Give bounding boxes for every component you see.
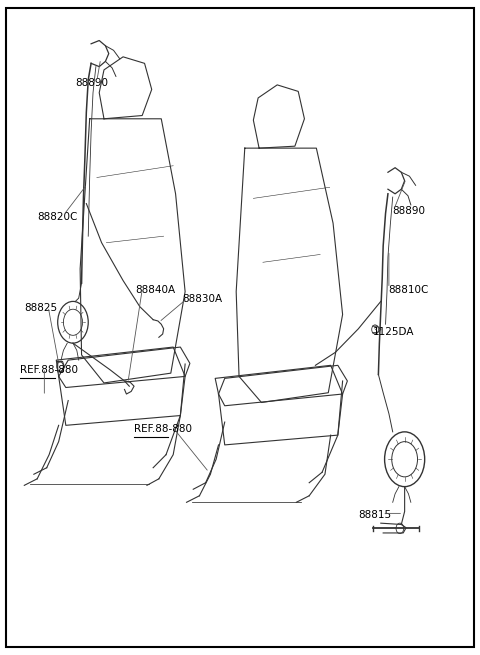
Text: 88830A: 88830A <box>182 295 222 305</box>
Text: 88815: 88815 <box>359 510 392 519</box>
Text: 88810C: 88810C <box>388 285 428 295</box>
Text: REF.88-880: REF.88-880 <box>21 365 78 375</box>
Text: REF.88-880: REF.88-880 <box>134 424 192 434</box>
Text: 88890: 88890 <box>393 206 426 216</box>
Text: 88840A: 88840A <box>135 285 175 295</box>
Text: 88820C: 88820C <box>37 212 78 221</box>
Text: 88825: 88825 <box>24 303 58 313</box>
Text: 88890: 88890 <box>75 78 108 88</box>
Text: 1125DA: 1125DA <box>372 327 414 337</box>
